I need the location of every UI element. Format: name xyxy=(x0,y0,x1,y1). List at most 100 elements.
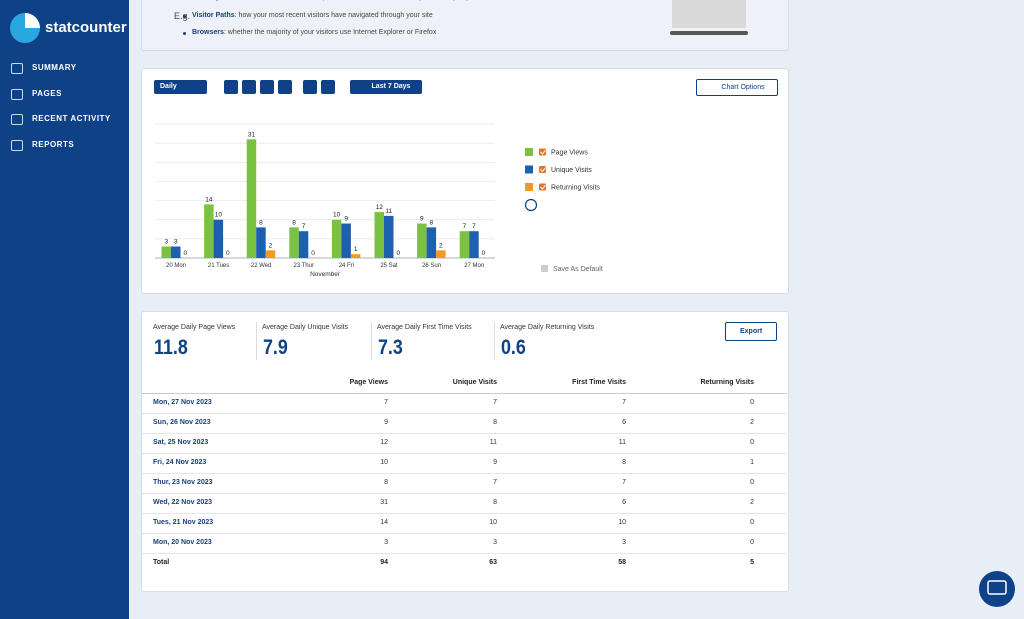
stat-divider xyxy=(256,322,257,360)
cell: 8 xyxy=(493,419,497,426)
row-date[interactable]: Tues, 21 Nov 2023 xyxy=(153,519,214,526)
row-rule xyxy=(142,533,787,534)
table-card xyxy=(141,311,789,592)
cell: 7 xyxy=(493,399,497,406)
row-rule xyxy=(142,473,787,474)
bullet-dot xyxy=(183,32,186,35)
cell: 8 xyxy=(384,479,388,486)
total-cell: 5 xyxy=(750,559,754,566)
cell: 0 xyxy=(750,539,754,546)
total-cell: 94 xyxy=(380,559,388,566)
nav-button[interactable] xyxy=(303,80,317,94)
cell: 0 xyxy=(750,399,754,406)
row-rule xyxy=(142,553,787,554)
export-button[interactable]: Export xyxy=(725,322,777,341)
cell: 10 xyxy=(618,519,626,526)
cell: 2 xyxy=(750,419,754,426)
total-label: Total xyxy=(153,559,170,566)
column-header: Returning Visits xyxy=(700,379,754,386)
nav-icon xyxy=(11,114,23,125)
chart-card xyxy=(141,68,789,294)
nav-button[interactable] xyxy=(321,80,335,94)
column-header: Unique Visits xyxy=(452,379,497,386)
cell: 0 xyxy=(750,439,754,446)
cell: 8 xyxy=(493,499,497,506)
intro-eg: E.g. xyxy=(174,11,191,21)
bullet-dot xyxy=(183,15,186,18)
row-date[interactable]: Thur, 23 Nov 2023 xyxy=(153,479,213,486)
nav-button[interactable] xyxy=(260,80,274,94)
logo: statcounter xyxy=(45,19,127,36)
cell: 3 xyxy=(493,539,497,546)
row-rule xyxy=(142,513,787,514)
stat-divider xyxy=(371,322,372,360)
bullet-label[interactable]: Visitor Paths xyxy=(192,12,235,19)
range-select[interactable]: Last 7 Days xyxy=(350,80,422,94)
row-date[interactable]: Wed, 22 Nov 2023 xyxy=(153,499,213,506)
chart-options[interactable]: Chart Options xyxy=(696,79,778,96)
nav-item[interactable]: RECENT ACTIVITY xyxy=(32,114,111,123)
row-rule xyxy=(142,413,787,414)
stat-label: Average Daily First Time Visits xyxy=(377,324,472,331)
cell: 7 xyxy=(622,399,626,406)
cell: 9 xyxy=(493,459,497,466)
row-date[interactable]: Sat, 25 Nov 2023 xyxy=(153,439,209,446)
total-cell: 58 xyxy=(618,559,626,566)
column-header: Page Views xyxy=(349,379,388,386)
cell: 31 xyxy=(380,499,388,506)
cell: 0 xyxy=(750,519,754,526)
stat-label: Average Daily Page Views xyxy=(153,324,236,331)
chat-button xyxy=(979,571,1015,607)
cell: 6 xyxy=(622,499,626,506)
cell: 10 xyxy=(489,519,497,526)
bullet-label[interactable]: Browsers xyxy=(192,29,224,36)
row-date[interactable]: Sun, 26 Nov 2023 xyxy=(153,419,211,426)
total-cell: 63 xyxy=(489,559,497,566)
nav-item[interactable]: PAGES xyxy=(32,88,62,98)
nav-button[interactable] xyxy=(278,80,292,94)
nav-icon xyxy=(11,88,23,100)
nav-item[interactable]: REPORTS xyxy=(32,139,75,149)
period-select[interactable]: Daily xyxy=(154,80,207,94)
nav-icon xyxy=(11,63,23,74)
bullet-text: : how your most recent visitors have nav… xyxy=(234,12,433,19)
stat-value: 11.8 xyxy=(154,336,188,359)
cell: 8 xyxy=(622,459,626,466)
row-rule xyxy=(142,493,787,494)
row-date[interactable]: Fri, 24 Nov 2023 xyxy=(153,459,207,466)
row-date[interactable]: Mon, 20 Nov 2023 xyxy=(153,539,212,546)
row-rule xyxy=(142,453,787,454)
cell: 3 xyxy=(384,539,388,546)
cell: 3 xyxy=(622,539,626,546)
cell: 0 xyxy=(750,479,754,486)
cell: 11 xyxy=(618,439,626,446)
cell: 6 xyxy=(622,419,626,426)
cell: 14 xyxy=(380,519,388,526)
cell: 10 xyxy=(380,459,388,466)
nav-button[interactable] xyxy=(242,80,256,94)
sidebar xyxy=(0,0,129,619)
stat-value: 0.6 xyxy=(501,336,526,359)
cell: 12 xyxy=(380,439,388,446)
header-rule xyxy=(142,393,787,394)
intro-card xyxy=(141,0,789,51)
cell: 7 xyxy=(622,479,626,486)
cell: 7 xyxy=(384,399,388,406)
cell: 7 xyxy=(493,479,497,486)
column-header: First Time Visits xyxy=(572,379,626,386)
nav-item[interactable]: SUMMARY xyxy=(32,63,77,72)
row-rule xyxy=(142,433,787,434)
chat-icon xyxy=(987,580,1007,595)
bullet: Browsers: whether the majority of your v… xyxy=(192,29,436,36)
nav-button[interactable] xyxy=(224,80,238,94)
row-date[interactable]: Mon, 27 Nov 2023 xyxy=(153,399,212,406)
cell: 11 xyxy=(489,439,497,446)
stat-divider xyxy=(494,322,495,360)
bullet-text: : whether the majority of your visitors … xyxy=(223,29,437,36)
intro-text: Browse through the menu items on the lef… xyxy=(174,0,497,1)
cell: 1 xyxy=(750,459,754,466)
bullet: Visitor Paths: how your most recent visi… xyxy=(192,12,433,19)
stat-value: 7.3 xyxy=(378,336,403,359)
cell: 2 xyxy=(750,499,754,506)
